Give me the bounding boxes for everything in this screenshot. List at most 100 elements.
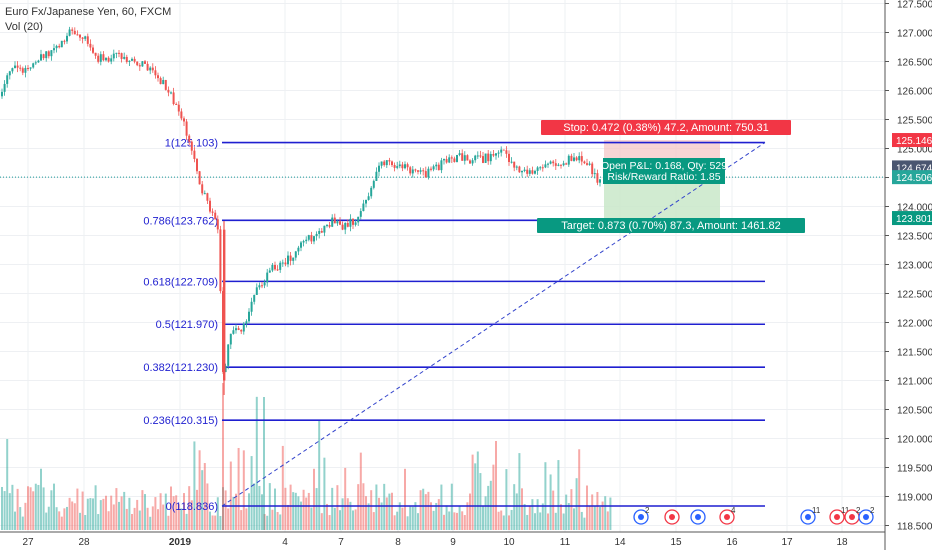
risk-reward-label: Risk/Reward Ratio: 1.85	[607, 171, 720, 183]
volume-bar	[99, 500, 102, 530]
volume-bar	[432, 510, 435, 530]
volume-bar	[510, 509, 513, 530]
volume-bar	[593, 506, 596, 530]
candle-body	[237, 328, 240, 330]
volume-bar	[183, 493, 185, 530]
candle-body	[557, 164, 560, 166]
candle-body	[21, 68, 24, 73]
trend-line[interactable]	[221, 142, 766, 507]
volume-bar	[89, 498, 92, 530]
volume-bar	[388, 493, 391, 530]
volume-bar	[180, 508, 183, 530]
volume-bar	[333, 507, 336, 530]
candle-body	[216, 219, 219, 230]
volume-bar	[313, 468, 315, 530]
candle-body	[133, 58, 136, 62]
volume-bar	[409, 506, 412, 530]
event-markers[interactable]: 2 4 11 11 2 2	[633, 506, 875, 525]
volume-bar	[573, 508, 575, 530]
time-tick-label: 10	[503, 537, 515, 548]
time-tick-label: 28	[78, 537, 90, 548]
fibonacci-retracement[interactable]: 1(125.103)0.786(123.762)0.618(122.709)0.…	[143, 138, 765, 513]
volume-bar	[133, 507, 136, 530]
candle-body	[214, 212, 217, 220]
volume-bar	[513, 484, 516, 530]
volume-bar	[346, 498, 349, 530]
price-tick-label: 123.000	[897, 261, 932, 272]
candle-body	[1, 91, 3, 97]
time-tick-label: 2019	[169, 537, 192, 548]
volume-bar	[34, 483, 37, 530]
candle-body	[385, 160, 388, 166]
volume-bar	[456, 512, 458, 530]
candle-body	[97, 55, 100, 62]
candle-body	[586, 163, 588, 165]
candle-body	[515, 166, 518, 168]
position-tool-labels: Stop: 0.472 (0.38%) 47.2, Amount: 750.31…	[537, 120, 805, 233]
fib-level-label: 0.618(122.709)	[143, 276, 218, 288]
candle-body	[144, 61, 146, 64]
volume-bar	[167, 515, 170, 530]
candle-body	[71, 29, 74, 31]
volume-bar	[419, 490, 422, 530]
candle-body	[242, 323, 245, 332]
candle-body	[328, 225, 331, 227]
candle-body	[102, 54, 105, 61]
candle-body	[123, 56, 126, 59]
candle-body	[268, 270, 271, 273]
volume-bar	[344, 467, 347, 530]
candle-body	[84, 36, 87, 39]
volume-bar	[552, 490, 555, 530]
candle-body	[417, 170, 419, 172]
volume-bar	[284, 487, 287, 530]
volume-bar	[380, 502, 383, 530]
volume-bar	[263, 397, 265, 530]
volume-bar	[326, 503, 328, 530]
candle-body	[406, 164, 409, 168]
volume-bar	[27, 486, 29, 530]
volume-bar	[281, 445, 284, 530]
candle-body	[443, 159, 445, 161]
volume-bar	[458, 505, 461, 530]
chart-legend: Euro Fx/Japanese Yen, 60, FXCM Vol (20)	[5, 5, 171, 35]
volume-bar	[302, 489, 305, 530]
volume-bar	[162, 504, 165, 530]
volume-bar	[414, 502, 417, 530]
candle-body	[307, 235, 310, 240]
volume-bars	[1, 383, 612, 530]
candle-body	[560, 164, 562, 166]
candle-body	[198, 171, 201, 185]
volume-bar	[575, 478, 578, 530]
candle-body	[372, 180, 375, 188]
volume-bar	[58, 511, 61, 530]
candle-body	[354, 222, 357, 225]
candle-body	[151, 67, 154, 71]
candle-body	[34, 62, 37, 64]
event-marker-count: 2	[870, 506, 875, 515]
volume-bar	[250, 456, 253, 530]
volume-bar	[60, 516, 63, 530]
candle-body	[79, 34, 81, 38]
price-tick-label: 121.500	[897, 348, 932, 359]
time-tick-label: 4	[282, 537, 288, 548]
time-tick-label: 18	[836, 537, 848, 548]
candle-body	[110, 58, 113, 62]
open-pl-label: Open P&L: 0.168, Qty: 529	[601, 160, 727, 172]
candle-body	[593, 173, 596, 175]
volume-bar	[274, 488, 276, 530]
candle-body	[528, 170, 531, 174]
volume-bar	[50, 490, 53, 530]
volume-bar	[396, 511, 399, 530]
volume-bar	[71, 501, 74, 530]
candle-body	[378, 165, 380, 172]
candle-body	[16, 65, 19, 68]
volume-bar	[359, 452, 362, 530]
volume-bar	[315, 488, 318, 530]
candle-body	[50, 50, 53, 57]
candle-body	[11, 68, 14, 72]
candle-body	[107, 57, 110, 62]
volume-bar	[606, 511, 609, 530]
event-marker-count: 2	[856, 506, 861, 515]
price-tick-label: 124.000	[897, 203, 932, 214]
